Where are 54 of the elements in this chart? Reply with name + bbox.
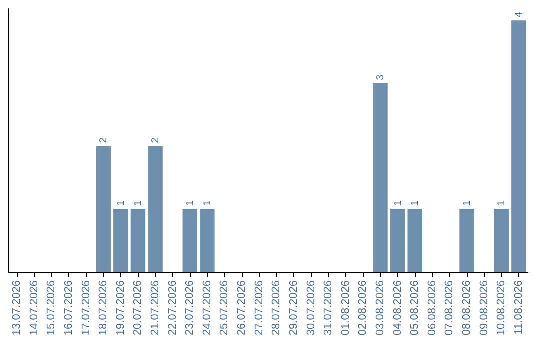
x-tick-label: 09.08.2026	[478, 280, 490, 336]
x-tick-label: 22.07.2026	[166, 280, 179, 336]
data-label: 3	[375, 74, 386, 80]
x-tick-label: 06.08.2026	[426, 280, 438, 336]
bar	[182, 209, 198, 272]
x-tick-label: 02.08.2026	[357, 280, 370, 336]
x-tick-label: 30.07.2026	[305, 280, 318, 336]
data-label: 1	[202, 200, 214, 206]
x-tick-label: 25.07.2026	[218, 280, 231, 336]
x-tick-label: 10.08.2026	[496, 280, 508, 336]
x-tick-label: 23.07.2026	[184, 280, 196, 336]
x-tick-label: 28.07.2026	[270, 280, 283, 336]
bar	[408, 209, 422, 272]
bar	[390, 209, 406, 272]
x-tick-label: 20.07.2026	[132, 280, 144, 336]
data-label: 2	[150, 137, 162, 144]
bar	[494, 209, 509, 272]
data-label: 1	[392, 200, 404, 206]
data-label: 4	[514, 12, 525, 18]
bar	[130, 209, 146, 272]
x-tick-label: 21.07.2026	[150, 280, 162, 336]
bar	[373, 83, 388, 272]
data-label: 1	[185, 200, 196, 206]
x-tick-label: 16.07.2026	[63, 280, 75, 336]
x-tick-label: 24.07.2026	[201, 280, 214, 336]
data-label: 2	[98, 137, 110, 144]
x-tick-label: 17.07.2026	[80, 280, 92, 336]
x-tick-label: 18.07.2026	[98, 280, 110, 336]
data-label: 1	[462, 200, 473, 206]
x-tick-label: 27.07.2026	[253, 280, 266, 336]
x-tick-label: 26.07.2026	[236, 280, 248, 336]
bar	[512, 20, 526, 272]
x-tick-label: 15.07.2026	[46, 280, 58, 336]
data-label: 1	[496, 200, 508, 206]
bar	[148, 146, 163, 272]
data-label: 1	[133, 200, 144, 206]
x-tick-label: 03.08.2026	[374, 280, 386, 336]
bar	[114, 209, 128, 272]
x-tick-label: 05.08.2026	[409, 280, 422, 336]
x-tick-label: 19.07.2026	[114, 280, 127, 336]
x-tick-label: 07.08.2026	[444, 280, 456, 336]
bar	[460, 209, 474, 272]
x-tick-label: 11.08.2026	[512, 280, 525, 335]
x-tick-label: 31.07.2026	[322, 280, 335, 336]
bar	[200, 209, 215, 272]
x-tick-label: 01.08.2026	[340, 280, 352, 336]
x-tick-label: 14.07.2026	[28, 280, 40, 336]
x-tick-label: 13.07.2026	[11, 280, 24, 336]
bar	[96, 146, 111, 272]
x-tick-label: 04.08.2026	[392, 280, 404, 336]
data-label: 1	[116, 200, 127, 206]
x-tick-label: 08.08.2026	[461, 280, 473, 336]
data-label: 1	[410, 200, 422, 206]
x-tick-label: 29.07.2026	[288, 280, 300, 336]
